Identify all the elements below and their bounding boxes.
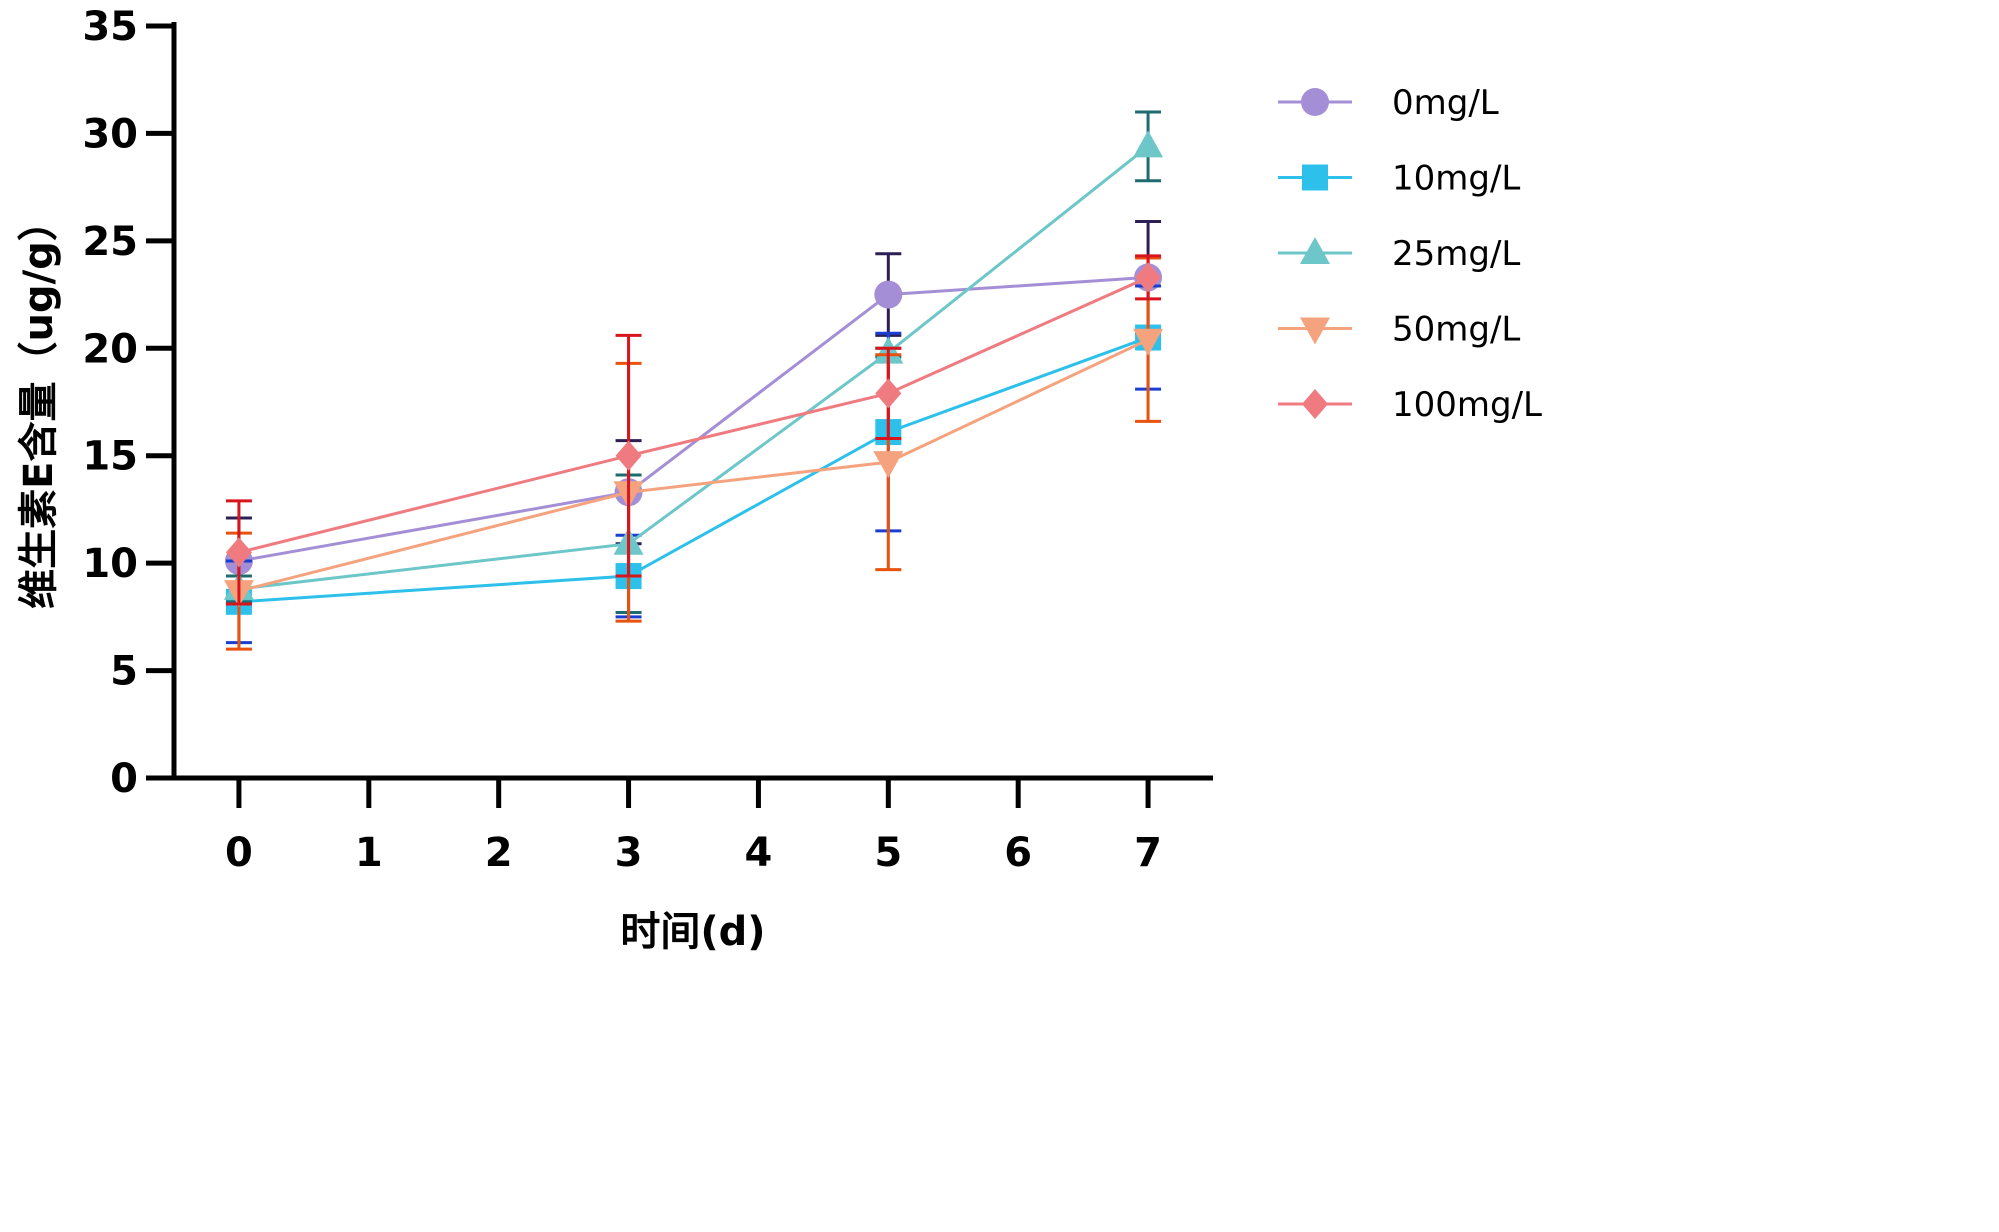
series-line — [238, 336, 1149, 604]
legend-label: 0mg/L — [1392, 83, 1499, 123]
legend-label: 10mg/L — [1392, 159, 1520, 199]
x-tick-label: 7 — [1134, 830, 1162, 876]
legend-marker — [1302, 164, 1328, 191]
x-tick-label: 5 — [874, 830, 902, 876]
series-line — [238, 338, 1149, 593]
series-layer — [223, 110, 1164, 651]
series-100mg-per-L — [225, 254, 1162, 606]
x-axis-title: 时间(d) — [620, 909, 765, 955]
x-tick-label: 4 — [745, 830, 773, 876]
data-point — [1133, 328, 1164, 356]
x-tick-label: 3 — [615, 830, 643, 876]
legend-marker — [1302, 389, 1328, 419]
legend-marker — [1301, 88, 1329, 116]
y-axis-title: 维生素E含量（ug/g） — [16, 201, 62, 609]
x-tick-label: 1 — [355, 830, 383, 876]
chart: 0 5 10 15 20 25 30 35 0 1 2 3 4 5 6 7 0mg/L 10mg/L 25mg/L… — [16, 4, 1542, 955]
series-10mg-per-L — [225, 284, 1162, 645]
legend-item: 0mg/L — [1278, 83, 1499, 123]
x-tick-label: 6 — [1004, 830, 1032, 876]
data-point — [225, 537, 252, 568]
data-point — [873, 451, 904, 479]
x-tick-label: 0 — [225, 830, 253, 876]
y-tick-label: 10 — [82, 541, 138, 587]
legend-label: 25mg/L — [1392, 234, 1520, 274]
series-line — [238, 276, 1149, 554]
x-tick-label: 2 — [485, 830, 513, 876]
legend-marker — [1300, 317, 1330, 345]
data-point — [1135, 262, 1162, 293]
series-0mg-per-L — [224, 220, 1163, 606]
y-tick-label: 15 — [82, 434, 138, 480]
legend-item: 25mg/L — [1278, 234, 1520, 274]
series-50mg-per-L — [223, 256, 1164, 651]
data-point — [875, 378, 902, 409]
y-tick-label: 5 — [110, 649, 138, 695]
legend-item: 100mg/L — [1278, 385, 1542, 425]
data-point — [874, 280, 903, 309]
y-tick-label: 20 — [82, 326, 138, 372]
series-line — [238, 145, 1149, 591]
legend-item: 50mg/L — [1278, 310, 1520, 350]
y-tick-label: 0 — [110, 756, 138, 802]
legend: 0mg/L 10mg/L 25mg/L 50mg/L 100mg/L — [1278, 83, 1542, 425]
y-tick-label: 35 — [82, 4, 138, 50]
legend-item: 10mg/L — [1278, 159, 1520, 199]
y-tick-label: 25 — [82, 219, 138, 265]
data-point — [615, 440, 642, 471]
legend-label: 100mg/L — [1392, 385, 1542, 425]
axes: 0 5 10 15 20 25 30 35 0 1 2 3 4 5 6 7 — [82, 4, 1213, 876]
series-line — [238, 275, 1149, 563]
legend-label: 50mg/L — [1392, 310, 1520, 350]
legend-marker — [1300, 237, 1330, 264]
y-tick-label: 30 — [82, 111, 138, 157]
data-point — [1133, 130, 1164, 158]
